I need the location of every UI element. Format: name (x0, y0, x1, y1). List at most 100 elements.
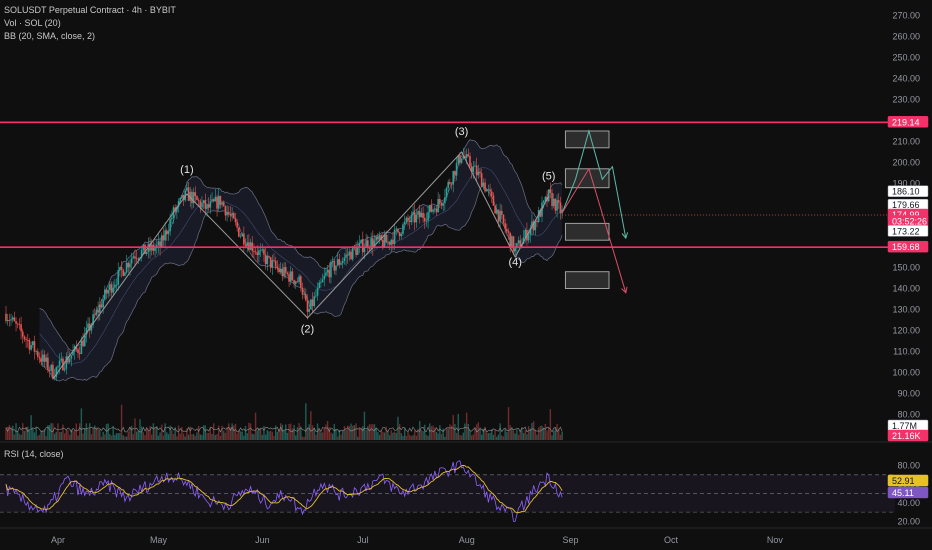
volume-bar (186, 428, 188, 440)
volume-bar (82, 433, 84, 440)
volume-bar (80, 408, 83, 440)
candle-body (222, 202, 225, 207)
candle-body (393, 229, 396, 245)
candle-body (48, 369, 51, 371)
candle-body (390, 239, 393, 245)
candle-body (325, 272, 327, 276)
volume-bar (387, 430, 389, 440)
candle-body (246, 242, 248, 246)
volume-bar (368, 424, 371, 440)
candle-body (318, 282, 321, 289)
volume-bar (393, 431, 396, 440)
volume-bar (320, 432, 322, 440)
volume-bar (35, 426, 37, 440)
candle-body (422, 212, 424, 218)
volume-bar (301, 436, 304, 440)
candle-body (187, 187, 190, 201)
volume-bar (142, 432, 145, 440)
volume-bar (546, 430, 548, 440)
candle-body (47, 357, 49, 370)
candle-body (57, 366, 59, 368)
volume-bar (300, 426, 302, 440)
candle-body (171, 217, 173, 220)
candle-body (501, 210, 503, 215)
volume-bar (464, 423, 466, 440)
volume-bar (58, 432, 61, 440)
candle-body (363, 247, 366, 253)
volume-bar (159, 432, 161, 440)
candle-body (102, 299, 104, 308)
volume-bar (33, 432, 36, 440)
volume-bar (537, 427, 540, 440)
candle-body (196, 196, 198, 200)
candle-body (305, 294, 307, 301)
volume-bar (20, 434, 22, 440)
candle-body (561, 209, 563, 214)
candle-body (256, 252, 259, 256)
candle-body (403, 221, 406, 225)
candle-body (266, 255, 269, 265)
candle-body (333, 261, 336, 271)
candle-body (75, 346, 78, 350)
candle-body (484, 182, 486, 192)
volume-bar (373, 424, 376, 440)
candle-body (216, 196, 218, 209)
volume-bar (385, 426, 387, 440)
candle-body (248, 242, 250, 250)
volume-bar (516, 429, 518, 440)
volume-bar (259, 427, 262, 440)
candle-body (191, 191, 193, 204)
volume-bar (452, 414, 454, 440)
volume-legend: Vol · SOL (20) (4, 18, 61, 28)
candle-body (129, 263, 131, 268)
volume-bar (527, 426, 530, 440)
candle-body (276, 266, 279, 269)
volume-bar (5, 427, 7, 440)
volume-bar (85, 423, 88, 440)
volume-bar (213, 423, 215, 440)
candle-body (85, 328, 88, 335)
volume-bar (415, 435, 418, 440)
candle-body (437, 199, 439, 213)
volume-bar (55, 431, 57, 440)
candle-body (37, 351, 39, 357)
y-tick-label: 270.00 (892, 11, 920, 21)
volume-bar (367, 426, 369, 440)
candle-body (514, 248, 516, 252)
candle-body (5, 313, 7, 322)
candle-body (52, 364, 54, 379)
candle-body (512, 236, 515, 252)
candle-body (335, 265, 337, 271)
candle-body (70, 355, 73, 359)
volume-bar (17, 431, 19, 440)
price-tag (887, 185, 929, 197)
volume-bar (202, 425, 205, 440)
candle-body (392, 239, 394, 245)
candle-body (315, 295, 317, 297)
volume-bar (151, 434, 153, 440)
volume-bar (424, 424, 426, 440)
volume-bar (482, 428, 485, 440)
candle-body (99, 304, 101, 313)
candle-body (244, 244, 247, 246)
volume-bar (340, 434, 342, 440)
candle-body (479, 171, 481, 174)
candle-body (234, 218, 237, 223)
y-tick-label: 110.00 (893, 347, 920, 357)
candle-body (300, 276, 302, 288)
candle-body (375, 236, 377, 241)
candle-body (281, 268, 284, 277)
volume-bar (519, 431, 521, 440)
candle-body (204, 200, 207, 209)
candle-body (100, 304, 103, 308)
candle-body (278, 268, 280, 273)
volume-bar (57, 423, 59, 440)
volume-bar (199, 434, 201, 440)
candle-body (455, 162, 458, 176)
volume-bar (179, 433, 181, 440)
candle-body (43, 354, 46, 362)
candle-body (124, 272, 126, 276)
volume-bar (305, 403, 307, 440)
candle-body (176, 206, 178, 212)
